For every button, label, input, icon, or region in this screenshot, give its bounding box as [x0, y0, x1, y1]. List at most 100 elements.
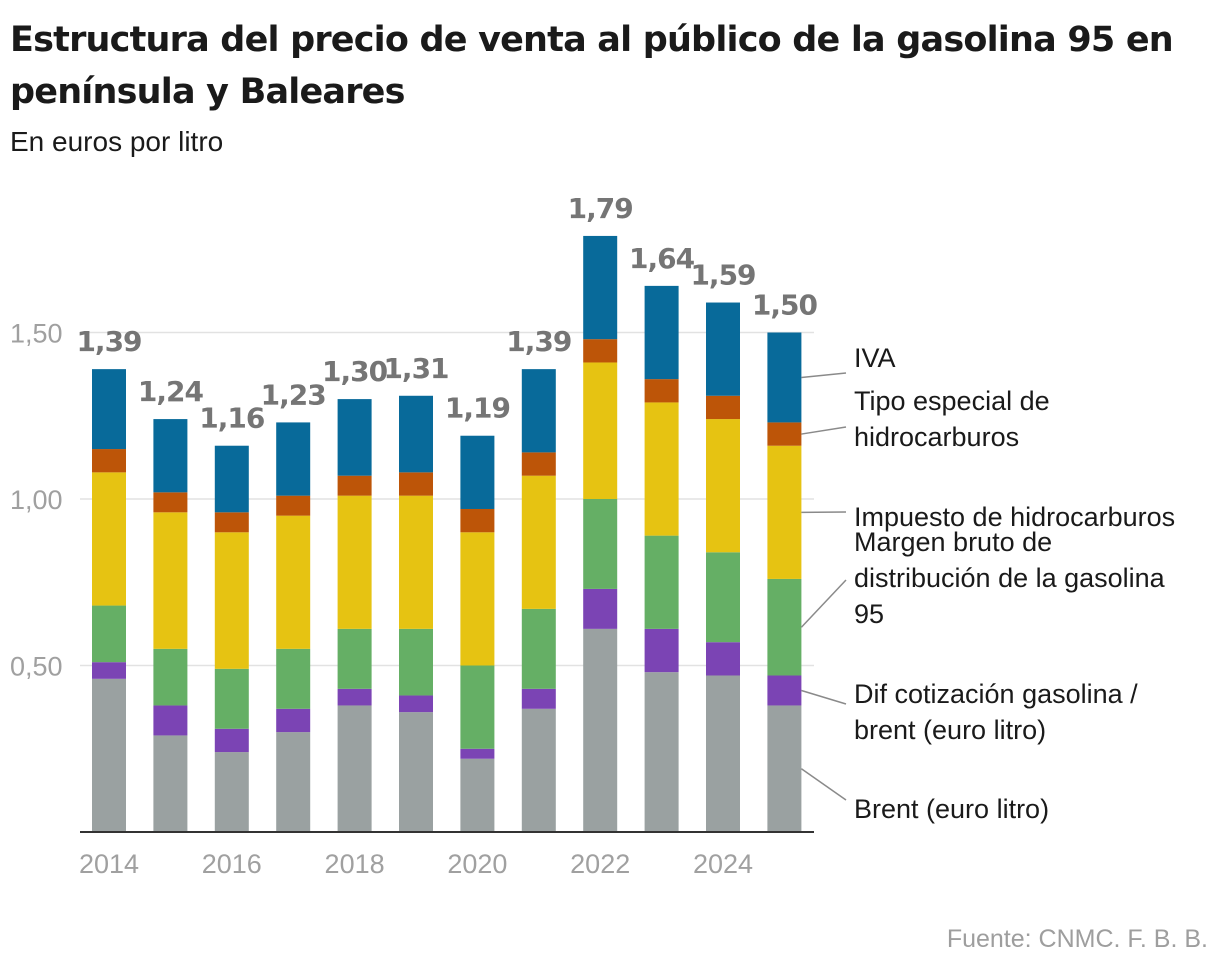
bar-segment-iva-2016: [214, 445, 249, 513]
bar-segment-iva-2024: [706, 302, 740, 396]
bar-segment-brent-2025: [767, 705, 802, 832]
bar-segment-brent-2019: [399, 712, 433, 832]
bar-segment-dif_cotizacion-2019: [399, 695, 433, 713]
bar-segment-impuesto-2015: [153, 512, 188, 649]
bar-segment-tipo_especial-2014: [92, 449, 126, 473]
legend-label-tipo_especial: Tipo especial de: [854, 386, 1050, 416]
bar-segment-brent-2018: [337, 705, 372, 832]
bar-segment-iva-2025: [767, 332, 802, 423]
bar-segment-margen-2020: [460, 665, 495, 749]
total-label-2018: 1,30: [322, 355, 388, 388]
bar-segment-tipo_especial-2022: [583, 339, 618, 363]
bar-segment-impuesto-2019: [399, 495, 433, 629]
bar-segment-brent-2024: [706, 675, 740, 832]
x-tick-label: 2022: [570, 849, 630, 879]
bar-segment-impuesto-2016: [214, 532, 249, 669]
bar-segment-impuesto-2022: [583, 362, 618, 499]
total-label-2014: 1,39: [76, 325, 141, 358]
bar-segment-tipo_especial-2018: [337, 475, 372, 496]
bar-segment-impuesto-2025: [767, 445, 802, 579]
bar-segment-tipo_especial-2017: [276, 495, 311, 516]
source-note: Fuente: CNMC. F. B. B.: [946, 925, 1208, 953]
x-tick-label: 2014: [79, 849, 139, 879]
bar-segment-margen-2016: [214, 668, 249, 729]
bar-segment-impuesto-2014: [92, 472, 126, 606]
y-tick-label: 0,50: [10, 652, 63, 682]
total-label-2024: 1,59: [690, 259, 755, 292]
bar-segment-margen-2015: [153, 648, 188, 706]
leader-line-tipo_especial: [801, 426, 847, 435]
bar-segment-tipo_especial-2016: [214, 512, 249, 533]
leader-line-dif_cotizacion: [801, 689, 847, 705]
bar-segment-impuesto-2018: [337, 495, 372, 629]
chart-title: Estructura del precio de venta al públic…: [10, 20, 1174, 112]
bar-segment-impuesto-2023: [644, 402, 679, 536]
bar-segment-tipo_especial-2024: [706, 395, 740, 420]
x-tick-label: 2018: [325, 849, 385, 879]
bar-segment-tipo_especial-2025: [767, 422, 802, 446]
x-tick-label: 2024: [693, 849, 753, 879]
bar-segment-impuesto-2017: [276, 515, 311, 649]
legend-label-margen: Margen bruto de: [854, 527, 1052, 557]
bar-segment-brent-2017: [276, 732, 311, 832]
total-label-2015: 1,24: [138, 375, 204, 408]
bar-segment-dif_cotizacion-2024: [706, 642, 740, 676]
bar-segment-tipo_especial-2020: [460, 508, 495, 533]
total-label-2019: 1,31: [383, 352, 448, 385]
bar-segment-margen-2014: [92, 605, 126, 663]
bar-segment-tipo_especial-2021: [521, 452, 556, 476]
x-tick-label: 2016: [202, 849, 262, 879]
leader-line-brent: [800, 768, 847, 801]
leader-line-iva: [801, 372, 847, 379]
bar-segment-margen-2021: [521, 608, 556, 689]
bar-segment-dif_cotizacion-2020: [460, 748, 495, 759]
bar-segment-iva-2018: [337, 399, 372, 476]
bar-segment-brent-2021: [521, 708, 556, 832]
bar-segment-impuesto-2020: [460, 532, 495, 666]
bar-segment-impuesto-2021: [521, 475, 556, 609]
bar-segment-dif_cotizacion-2015: [153, 705, 188, 736]
total-label-2016: 1,16: [199, 402, 264, 435]
legend-label-dif_cotizacion: Dif cotización gasolina /: [854, 679, 1138, 709]
bar-segment-dif_cotizacion-2025: [767, 675, 802, 706]
leader-line-margen: [800, 579, 847, 628]
total-label-2023: 1,64: [629, 242, 695, 275]
bar-segment-brent-2023: [644, 672, 679, 832]
bar-segment-margen-2019: [399, 628, 433, 696]
bar-segment-dif_cotizacion-2021: [521, 688, 556, 709]
legend-label-margen: 95: [854, 599, 884, 629]
bar-segment-dif_cotizacion-2023: [644, 628, 679, 673]
bar-segment-iva-2015: [153, 419, 188, 493]
bar-segment-brent-2016: [214, 752, 249, 832]
bar-segment-impuesto-2024: [706, 419, 740, 553]
legend-label-impuesto: Impuesto de hidrocarburos: [854, 502, 1175, 532]
y-tick-label: 1,00: [10, 485, 63, 515]
bar-segment-iva-2019: [399, 395, 433, 473]
chart-subtitle: En euros por litro: [10, 126, 224, 157]
bar-segment-margen-2023: [644, 535, 679, 629]
bar-segment-margen-2022: [583, 499, 618, 589]
bar-segment-tipo_especial-2015: [153, 492, 188, 513]
bar-segment-dif_cotizacion-2016: [214, 728, 249, 753]
bar-segment-margen-2025: [767, 578, 802, 676]
bar-segment-brent-2014: [92, 678, 126, 832]
bar-segment-margen-2018: [337, 628, 372, 689]
legend-label-margen: distribución de la gasolina: [854, 563, 1166, 593]
total-label-2017: 1,23: [261, 378, 326, 411]
bar-segment-dif_cotizacion-2014: [92, 662, 126, 679]
bar-segment-margen-2024: [706, 552, 740, 643]
bar-segment-brent-2015: [153, 735, 188, 832]
bar-segment-iva-2022: [583, 235, 618, 340]
total-label-2025: 1,50: [752, 289, 818, 322]
bar-segment-dif_cotizacion-2022: [583, 588, 618, 629]
legend-label-dif_cotizacion: brent (euro litro): [854, 715, 1046, 745]
bar-segment-brent-2022: [583, 628, 618, 832]
legend-label-brent: Brent (euro litro): [854, 794, 1049, 824]
legend-label-iva: IVA: [854, 343, 896, 373]
bar-segment-brent-2020: [460, 758, 495, 832]
bar-segment-iva-2020: [460, 435, 495, 509]
bar-segment-dif_cotizacion-2018: [337, 688, 372, 706]
x-tick-label: 2020: [447, 849, 507, 879]
total-label-2021: 1,39: [506, 325, 571, 358]
